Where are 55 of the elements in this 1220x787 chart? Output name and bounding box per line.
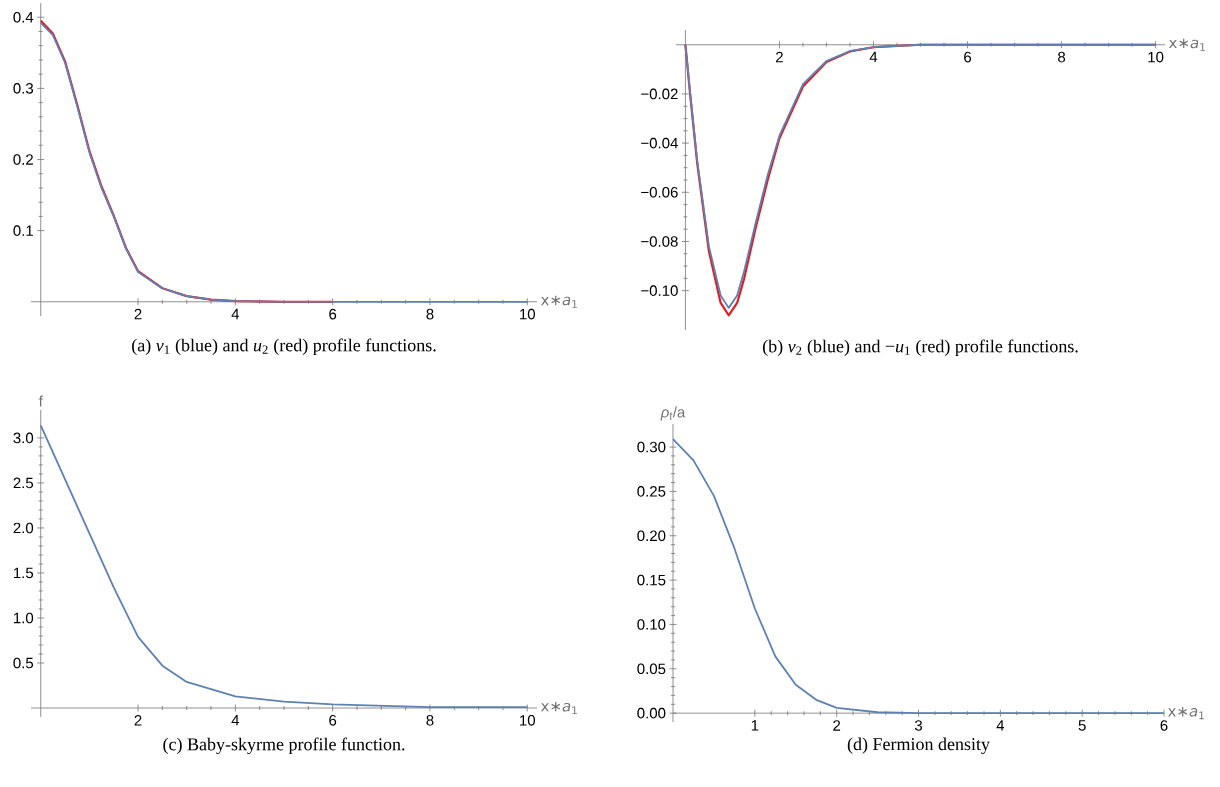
x-tick-label: 8 [426, 308, 434, 320]
x-axis-title: x∗a$_{1}$ [540, 295, 577, 308]
x-tick-label: 5 [1078, 720, 1086, 731]
x-tick-label: 10 [520, 715, 536, 726]
x-axis-title: x∗a$_{1}$ [1168, 38, 1205, 51]
x-tick-label: 6 [964, 51, 972, 63]
x-axis-title: x∗a$_{1}$ [1167, 707, 1204, 720]
y-tick-label: 1.5 [13, 567, 34, 579]
x-tick-label: 4 [231, 715, 240, 726]
y-tick-label: −0.04 [641, 137, 678, 149]
x-tick-label: 6 [1160, 720, 1168, 731]
line-series [672, 438, 1165, 715]
y-tick-label: 2.0 [13, 522, 34, 534]
y-tick-label: 0.10 [637, 619, 666, 630]
x-tick-label: 2 [134, 308, 142, 320]
x-tick-label: 4 [231, 308, 240, 320]
y-tick-label: 0.05 [637, 663, 666, 675]
y-tick-label: 2.5 [13, 477, 34, 489]
y-tick-label: 0.2 [13, 154, 33, 165]
x-tick-label: 10 [520, 308, 536, 320]
text: (c) Baby-skyrme profile function. [163, 737, 405, 755]
y-tick-label: −0.02 [641, 88, 678, 100]
y-axis-title: ρ$_{f}$/a [660, 406, 686, 421]
y-tick-label: 0.1 [13, 225, 33, 236]
x-tick-label: 2 [776, 51, 783, 63]
x-tick-label: 3 [914, 720, 923, 731]
x-tick-label: 8 [1058, 51, 1066, 63]
y-tick-label: 0.20 [637, 530, 666, 542]
y-tick-label: −0.10 [641, 285, 678, 296]
y-tick-label: 0.4 [13, 11, 34, 23]
y-tick-label: 0.30 [637, 441, 666, 453]
text: (d) Fermion density [847, 737, 990, 754]
text: (b) v$_{2}$ (blue) and −u$_{1}$ (red) profile functions. [762, 339, 1078, 357]
line-series [39, 424, 529, 709]
x-tick-label: 8 [426, 715, 434, 726]
x-tick-label: 1 [751, 720, 759, 731]
y-tick-label: −0.06 [641, 186, 678, 198]
x-tick-label: 4 [869, 51, 878, 63]
x-tick-label: 6 [329, 715, 337, 726]
y-tick-label: 0.00 [637, 707, 666, 719]
x-tick-label: 6 [329, 308, 337, 320]
y-tick-label: 0.25 [637, 486, 666, 497]
y-axis-title: f [38, 395, 43, 407]
y-tick-label: 0.5 [13, 657, 34, 669]
x-tick-label: 2 [134, 715, 142, 726]
x-axis-title: x∗a$_{1}$ [540, 701, 577, 715]
x-tick-label: 2 [833, 720, 841, 731]
y-tick-label: 1.0 [13, 612, 34, 624]
y-tick-label: 0.15 [637, 574, 666, 586]
x-tick-label: 4 [996, 720, 1005, 731]
y-tick-label: 0.3 [13, 83, 34, 94]
y-tick-label: 3.0 [13, 432, 34, 444]
text: (a) v$_{1}$ (blue) and u$_{2}$ (red) profile functions. [132, 338, 436, 356]
x-tick-label: 10 [1148, 51, 1164, 63]
y-tick-label: −0.08 [641, 236, 678, 247]
